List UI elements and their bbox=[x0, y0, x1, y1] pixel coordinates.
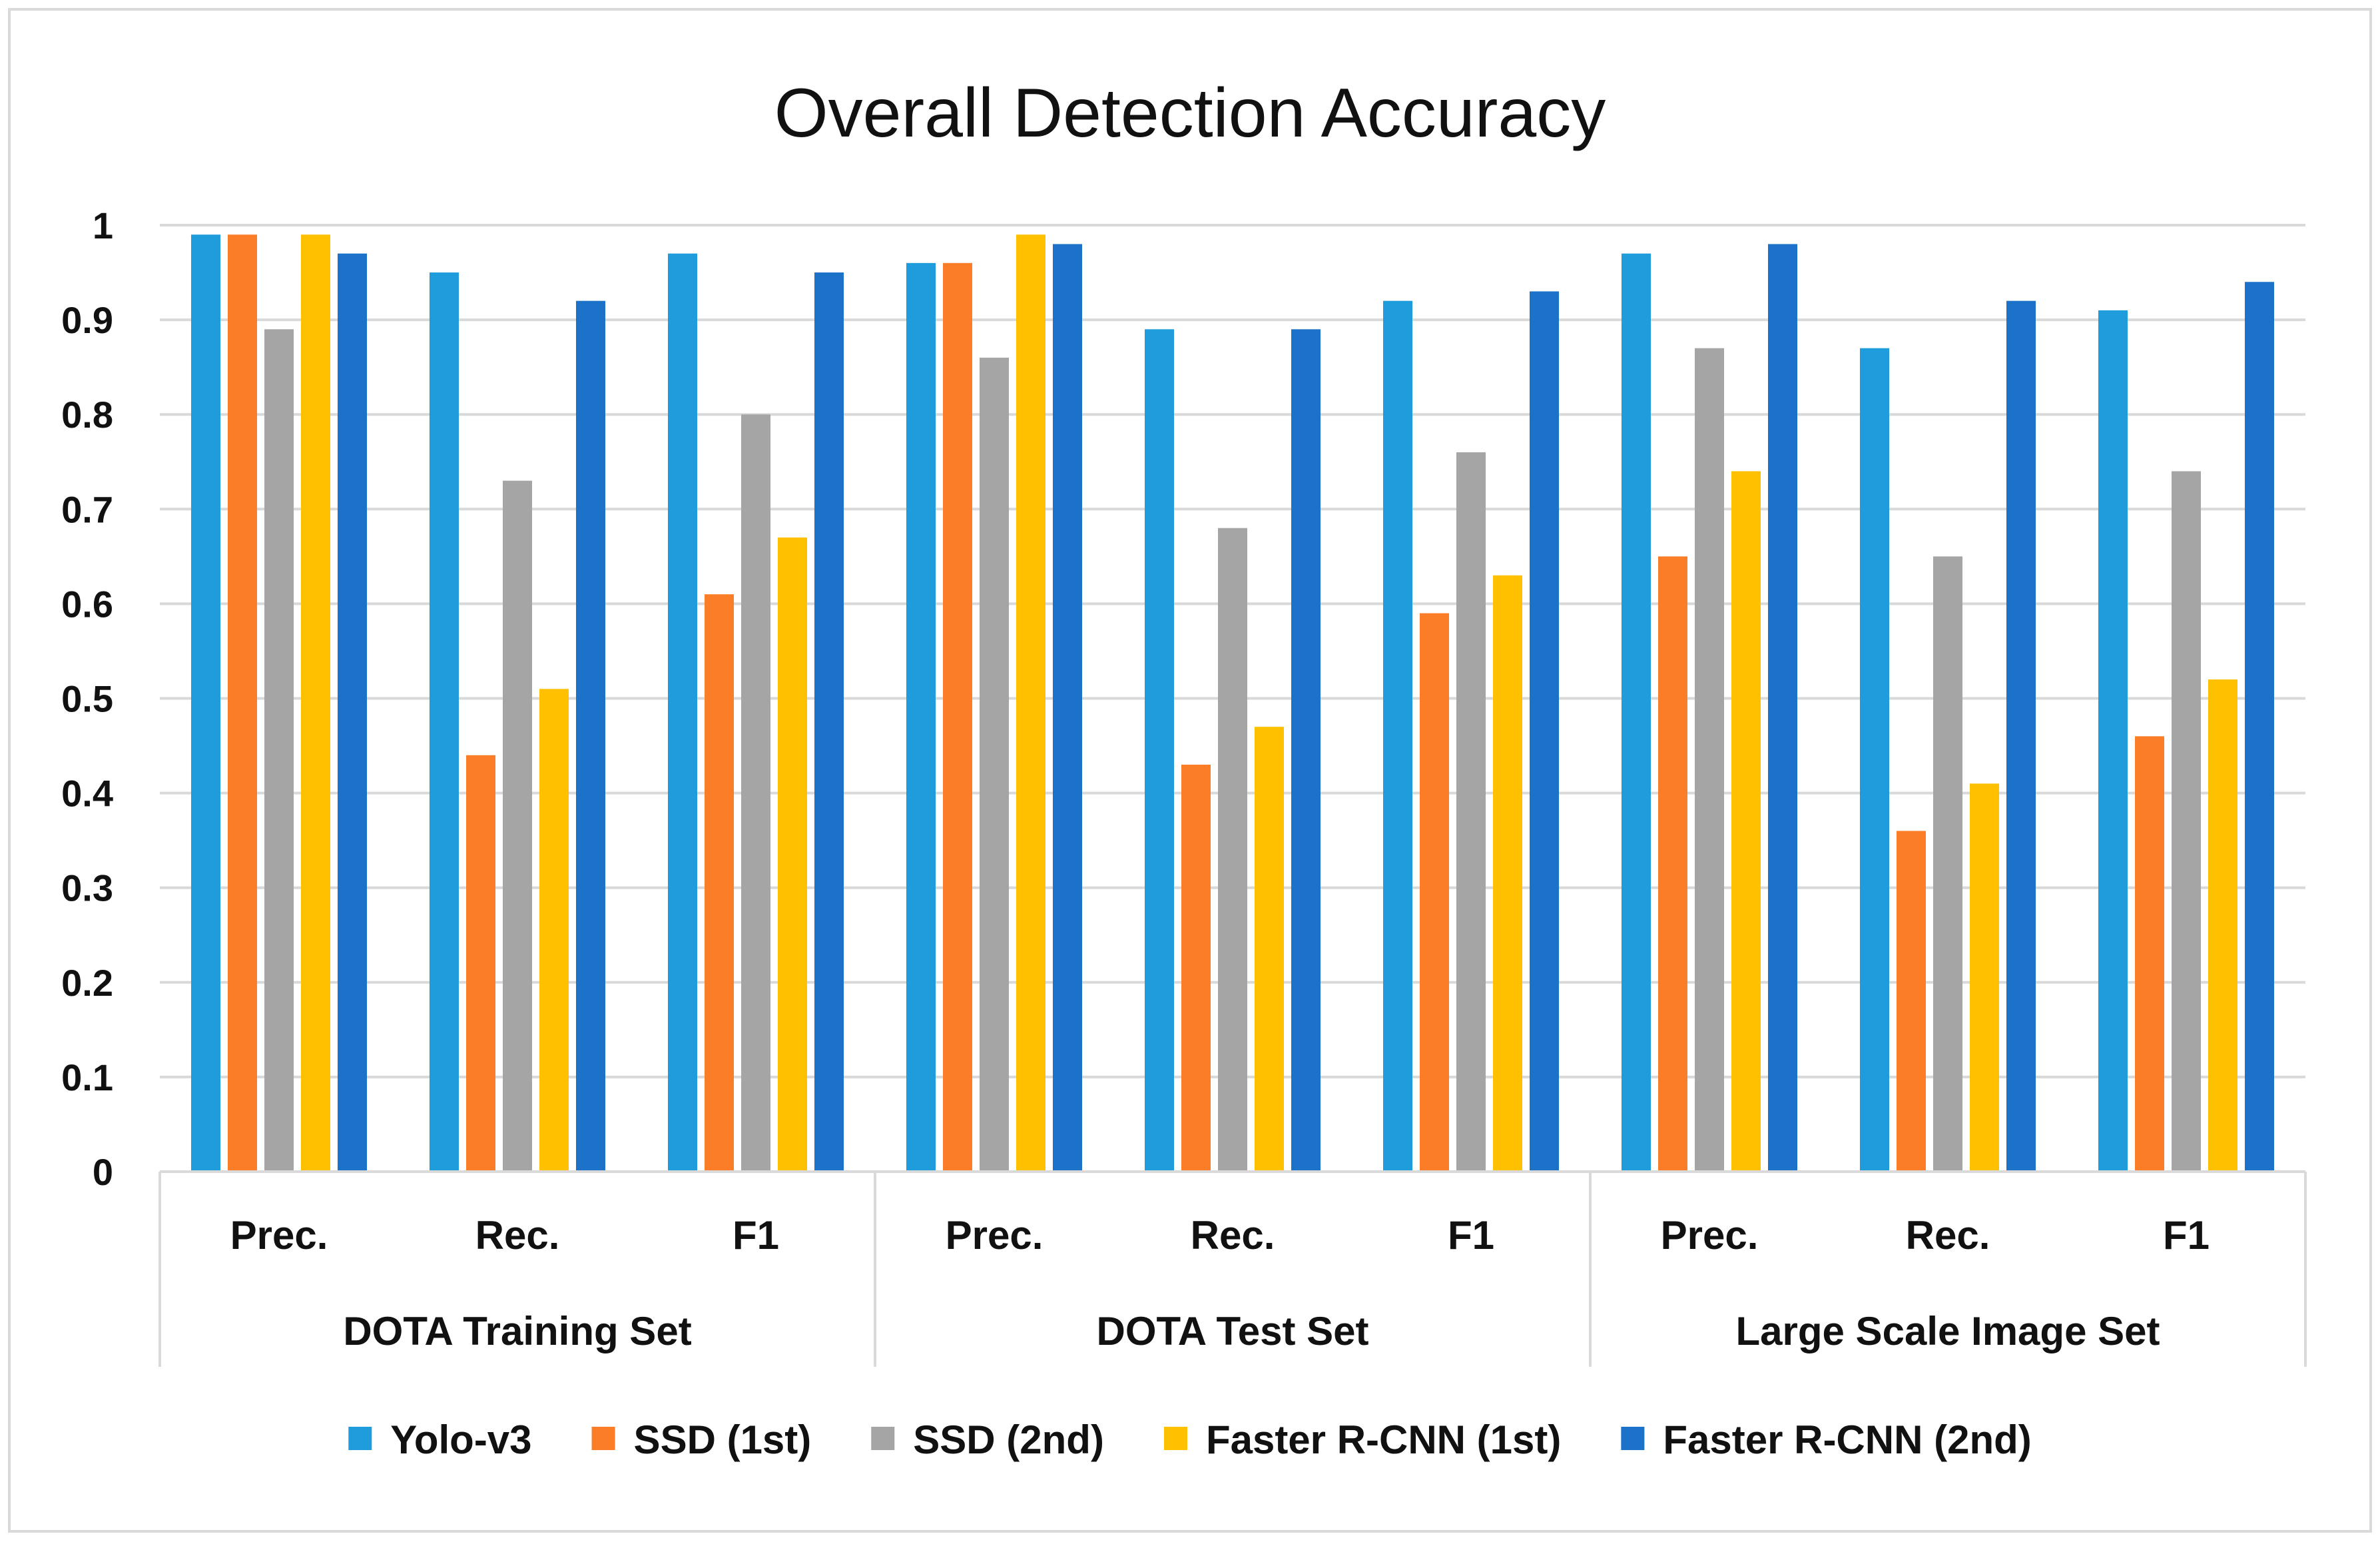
y-tick-label: 0.1 bbox=[61, 1056, 113, 1098]
bar bbox=[301, 234, 330, 1172]
bar bbox=[705, 594, 734, 1172]
bar bbox=[338, 253, 367, 1172]
bar bbox=[1897, 831, 1926, 1172]
bar bbox=[778, 537, 807, 1172]
x-tick-label: Rec. bbox=[1906, 1213, 1990, 1258]
bar bbox=[1218, 528, 1247, 1172]
bar bbox=[814, 272, 844, 1172]
bar bbox=[1860, 348, 1889, 1172]
legend-label: Yolo-v3 bbox=[390, 1417, 531, 1462]
bar bbox=[191, 234, 220, 1172]
x-group-label: DOTA Test Set bbox=[1097, 1309, 1369, 1353]
y-axis-ticks: 0 0.1 0.2 0.3 0.4 0.5 0.6 0.7 0.8 0.9 1 bbox=[61, 204, 113, 1193]
legend: Yolo-v3 SSD (1st) SSD (2nd) Faster R-CNN (1… bbox=[348, 1417, 2032, 1462]
bar bbox=[2245, 282, 2274, 1172]
y-tick-label: 0.5 bbox=[61, 678, 113, 720]
y-tick-label: 0.7 bbox=[61, 488, 113, 530]
bar bbox=[1456, 452, 1486, 1172]
x-group-label: DOTA Training Set bbox=[343, 1309, 691, 1353]
bar bbox=[1145, 329, 1174, 1172]
bar bbox=[2172, 471, 2201, 1172]
bar bbox=[1016, 234, 1045, 1172]
x-tick-label: F1 bbox=[1448, 1213, 1494, 1258]
legend-swatch bbox=[591, 1427, 615, 1450]
x-tick-label: Prec. bbox=[230, 1213, 328, 1258]
bar bbox=[906, 262, 936, 1172]
bar bbox=[1933, 556, 1962, 1172]
y-tick-label: 0.6 bbox=[61, 583, 113, 625]
bar bbox=[1383, 300, 1412, 1172]
legend-swatch bbox=[1163, 1427, 1187, 1450]
bar bbox=[466, 755, 495, 1172]
bar bbox=[2208, 679, 2237, 1172]
bar bbox=[430, 272, 459, 1172]
bar bbox=[1970, 783, 1999, 1172]
y-tick-label: 0.3 bbox=[61, 867, 113, 909]
bar bbox=[943, 262, 972, 1172]
legend-label: Faster R-CNN (1st) bbox=[1206, 1417, 1561, 1462]
bar bbox=[2098, 310, 2128, 1172]
legend-label: SSD (2nd) bbox=[913, 1417, 1104, 1462]
x-tick-label: Prec. bbox=[946, 1213, 1043, 1258]
bar bbox=[1731, 471, 1761, 1172]
y-tick-label: 1 bbox=[93, 204, 113, 246]
bar bbox=[1658, 556, 1687, 1172]
bar bbox=[1768, 244, 1797, 1172]
bar bbox=[1622, 253, 1651, 1172]
bar bbox=[1053, 244, 1082, 1172]
chart-title: Overall Detection Accuracy bbox=[774, 75, 1606, 152]
bar bbox=[741, 414, 770, 1172]
legend-swatch bbox=[348, 1427, 372, 1450]
x-group-label: Large Scale Image Set bbox=[1736, 1309, 2160, 1353]
bar bbox=[1420, 613, 1449, 1172]
bar bbox=[576, 300, 605, 1172]
x-tick-label: Rec. bbox=[475, 1213, 560, 1258]
bar bbox=[503, 480, 532, 1172]
bar bbox=[1255, 727, 1284, 1172]
x-axis: Prec. Rec. F1 DOTA Training Set Prec. Rec. F1 D… bbox=[158, 1170, 2307, 1367]
x-tick-label: Prec. bbox=[1661, 1213, 1759, 1258]
legend-swatch bbox=[871, 1427, 895, 1450]
y-tick-label: 0 bbox=[93, 1151, 113, 1193]
y-tick-label: 0.8 bbox=[61, 394, 113, 436]
y-tick-label: 0.2 bbox=[61, 962, 113, 1004]
bars bbox=[191, 234, 2274, 1172]
x-tick-label: F1 bbox=[733, 1213, 779, 1258]
legend-label: SSD (1st) bbox=[634, 1417, 812, 1462]
x-tick-label: Rec. bbox=[1191, 1213, 1275, 1258]
y-tick-label: 0.4 bbox=[61, 773, 113, 815]
bar bbox=[228, 234, 257, 1172]
bar bbox=[1291, 329, 1321, 1172]
bar bbox=[1695, 348, 1724, 1172]
x-tick-label: F1 bbox=[2163, 1213, 2210, 1258]
legend-label: Faster R-CNN (2nd) bbox=[1663, 1417, 2031, 1462]
bar bbox=[668, 253, 697, 1172]
bar bbox=[1181, 764, 1211, 1172]
y-tick-label: 0.9 bbox=[61, 299, 113, 341]
bar bbox=[1530, 291, 1559, 1172]
bar bbox=[980, 357, 1009, 1172]
bar bbox=[2006, 300, 2036, 1172]
legend-swatch bbox=[1621, 1427, 1645, 1450]
bar bbox=[539, 689, 569, 1172]
bar bbox=[264, 329, 294, 1172]
bar bbox=[1493, 575, 1522, 1172]
bar bbox=[2135, 736, 2164, 1172]
